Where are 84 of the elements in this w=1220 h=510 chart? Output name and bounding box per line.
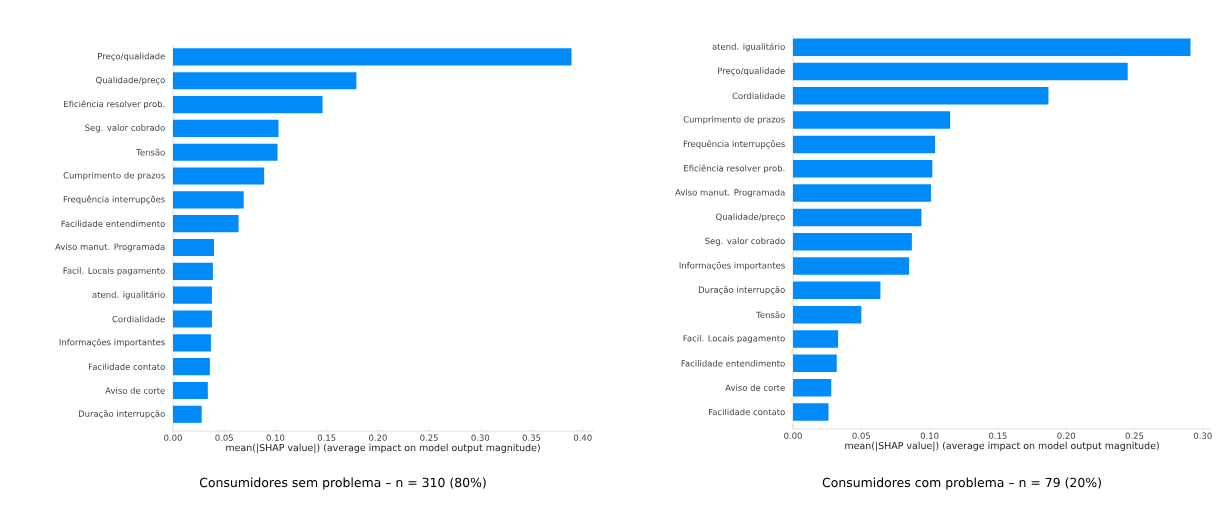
bar [793, 330, 839, 348]
x-tick-label: 0.20 [1057, 432, 1076, 439]
bar [793, 232, 912, 251]
bar [793, 281, 881, 300]
bar [173, 262, 213, 280]
y-tick-label: Qualidade/preço [716, 213, 785, 222]
y-tick-label: Seg. valor cobrado [705, 237, 785, 246]
y-tick-label: Frequência interrupções [683, 140, 785, 149]
x-tick-label: 0.00 [164, 434, 182, 441]
text: Consumidores com problema – n = 79 (20%) [822, 477, 1101, 490]
y-tick-label: Eficiência resolver prob. [64, 100, 165, 109]
y-tick-label: Frequência interrupções [63, 195, 165, 205]
bar [173, 334, 211, 352]
y-tick-label: Duração interrupção [698, 286, 785, 295]
x-tick-label: 0.30 [471, 434, 490, 441]
bar [793, 354, 837, 373]
bar [793, 38, 1191, 56]
bar [793, 111, 951, 129]
bar [793, 160, 933, 178]
bar [793, 184, 931, 202]
x-tick-label: 0.10 [266, 434, 285, 441]
bar [793, 87, 1049, 105]
bar [173, 95, 323, 114]
bar [173, 119, 279, 137]
y-tick-label: Facil. Locais pagamento [683, 334, 785, 344]
bar [793, 257, 910, 275]
y-tick-label: Tensão [136, 148, 165, 156]
x-tick-label: 0.40 [573, 434, 592, 441]
y-tick-label: Facilidade entendimento [681, 360, 785, 367]
y-tick-label: Informações importantes [59, 338, 165, 347]
bar [793, 135, 936, 154]
x-tick-label: 0.15 [317, 434, 336, 441]
x-tick-label: 0.00 [784, 432, 802, 439]
x-tick-label: 0.35 [522, 434, 541, 441]
bar [173, 167, 265, 185]
y-tick-label: Aviso de corte [725, 384, 785, 391]
bar [173, 310, 212, 328]
bar [173, 143, 278, 161]
x-tick-label: 0.05 [852, 432, 870, 439]
y-tick-label: Preço/qualidade [98, 52, 165, 61]
y-tick-label: Facilidade contato [89, 363, 165, 370]
y-tick-label: Cumprimento de prazos [63, 171, 165, 181]
x-tick-label: 0.20 [369, 434, 387, 441]
bar [173, 72, 357, 90]
y-tick-label: Aviso manut. Programada [55, 243, 165, 252]
bar [793, 403, 829, 421]
bar [173, 215, 239, 233]
y-tick-label: Eficiência resolver prob. [684, 164, 785, 174]
y-tick-label: Aviso manut. Programada [675, 188, 785, 198]
y-tick-label: Tensão [756, 311, 785, 319]
y-tick-label: Cordialidade [732, 92, 785, 100]
bar [173, 238, 214, 257]
bar [173, 381, 208, 400]
bar [173, 286, 212, 304]
y-tick-label: atend. igualitário [712, 42, 785, 52]
bar [173, 191, 244, 209]
y-tick-label: Facilidade contato [709, 408, 785, 416]
bar [793, 305, 862, 324]
x-tick-label: 0.25 [1125, 432, 1144, 439]
x-tick-label: 0.05 [215, 434, 233, 441]
x-tick-label: 0.15 [989, 432, 1007, 439]
bar [793, 62, 1128, 81]
y-tick-label: Facil. Locais pagamento [63, 267, 165, 276]
bar [173, 358, 210, 376]
x-axis-title: mean(|SHAP value|) (average impact on model output magnitude) [845, 441, 1159, 452]
y-tick-label: Qualidade/preço [96, 76, 165, 85]
y-tick-label: atend. igualitário [92, 290, 165, 300]
text: Consumidores sem problema – n = 310 (80%) [199, 477, 486, 490]
bar [793, 378, 832, 397]
y-tick-label: Preço/qualidade [718, 67, 785, 76]
x-axis-title: mean(|SHAP value|) (average impact on model output magnitude) [226, 443, 540, 454]
bar [173, 405, 202, 423]
y-tick-label: Seg. valor cobrado [85, 124, 165, 133]
y-tick-label: Cordialidade [112, 315, 165, 323]
y-tick-label: Cumprimento de prazos [683, 116, 785, 125]
y-tick-label: Duração interrupção [78, 410, 165, 419]
y-tick-label: Facilidade entendimento [61, 220, 165, 227]
y-tick-label: Informações importantes [679, 261, 785, 271]
x-tick-label: 0.30 [1193, 432, 1212, 439]
bar [793, 208, 922, 227]
x-tick-label: 0.10 [920, 432, 939, 439]
x-tick-label: 0.25 [420, 434, 438, 441]
y-tick-label: Aviso de corte [105, 387, 165, 394]
bar [173, 48, 572, 66]
